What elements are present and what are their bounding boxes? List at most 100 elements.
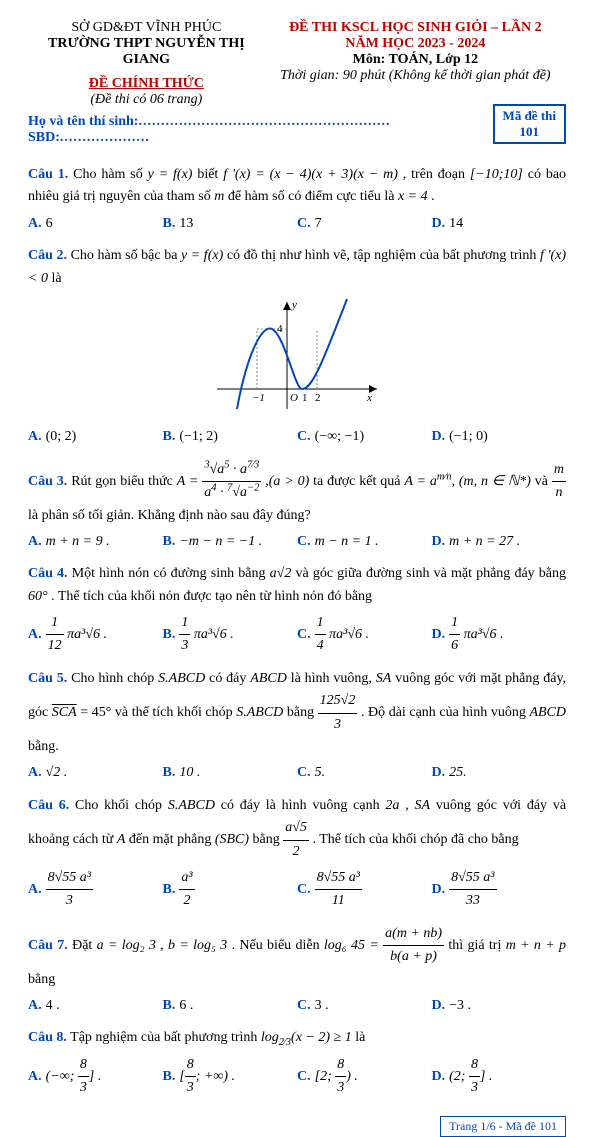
exam-code-box: Mã đề thi 101 [493,104,566,144]
q6-eq5: (SBC) [215,832,249,847]
exam-year: NĂM HỌC 2023 - 2024 [265,36,566,52]
q5-t2: có đáy [209,671,250,686]
q5-vol: 125√23 [318,690,358,736]
q2-optC: C.(−∞; −1) [297,426,432,448]
svg-text:4: 4 [277,323,283,335]
header-left: SỞ GD&ĐT VĨNH PHÚC TRƯỜNG THPT NGUYỄN TH… [28,20,265,108]
q5-D-val: 25. [449,765,467,780]
svg-text:x: x [366,392,372,404]
name-dots: ........................................… [138,114,390,129]
q1-optD: D.14 [432,213,567,235]
q5-options: A.√2 . B.10 . C.5. D.25. [28,762,566,784]
q4-t3: . Thể tích của khối nón được tạo nên từ … [51,589,372,604]
q5-angle: SCA [52,705,77,720]
subject: Môn: TOÁN, Lớp 12 [265,52,566,68]
q6-dist: a√52 [283,817,309,863]
svg-text:O: O [290,392,298,404]
q6-optB: B.a³2 [163,867,298,913]
q4-eq1: a√2 [270,566,292,581]
q1-C-val: 7 [315,216,322,231]
q1-t5: để hàm số có điểm cực tiểu là [228,189,398,204]
q1-optA: A.6 [28,213,163,235]
candidate-row: Họ và tên thí sinh:.....................… [28,114,566,152]
q5-eq1: S.ABCD [158,671,205,686]
q7-t5: bằng [28,972,55,987]
question-3: Câu 3. Rút gọn biểu thức A = 3√a5 · a7⁄3… [28,459,566,554]
q7-t2: , [160,938,168,953]
q1-eq3: [−10;10] [470,167,523,182]
q4-optB: B.13 πa³√6 . [163,612,298,658]
q6-t1: Cho khối chóp [75,798,168,813]
q7-B-val: 6 . [179,998,193,1013]
q5-t8: bằng. [28,739,59,754]
q8-t2: là [355,1030,365,1045]
q5-A-val: √2 . [46,765,68,780]
q5-eq2: ABCD [250,671,287,686]
q3-optA: A.m + n = 9 . [28,531,163,553]
q5-optD: D.25. [432,762,567,784]
code-value: 101 [503,124,556,140]
q8-optA: A.(−∞; 83] . [28,1054,163,1100]
pages-note: (Đề thi có 06 trang) [28,92,265,108]
q6-label: Câu 6. [28,798,69,813]
q1-t1: Cho hàm số [73,167,147,182]
q3-optB: B.−m − n = −1 . [163,531,298,553]
q5-t3: là hình vuông, [291,671,376,686]
q8-label: Câu 8. [28,1030,67,1045]
q6-eq4: A [117,832,126,847]
q4-t1: Một hình nón có đường sinh bằng [72,566,270,581]
q2-eq1: y = f(x) [181,248,223,263]
q2-optB: B.(−1; 2) [163,426,298,448]
q3-t2: ta được kết quả [313,474,404,489]
duration: Thời gian: 90 phút (Không kể thời gian p… [265,68,566,84]
q6-options: A.8√55 a³3 B.a³2 C.8√55 a³11 D.8√55 a³33 [28,867,566,913]
q2-label: Câu 2. [28,248,67,263]
q3-result: A = am⁄n, (m, n ∈ ℕ*) [404,474,531,489]
q2-t2: có đồ thị như hình vẽ, tập nghiệm của bấ… [227,248,540,263]
q1-eq2: f '(x) = (x − 4)(x + 3)(x − m) [223,167,398,182]
svg-text:1: 1 [302,392,308,404]
q5-optC: C.5. [297,762,432,784]
q2-optA: A.(0; 2) [28,426,163,448]
q3-t4: là phân số tối giản. Khẳng định nào sau … [28,508,311,523]
q1-optB: B.13 [163,213,298,235]
q7-eq2: b = log₅ 3 [168,938,227,953]
q1-D-val: 14 [449,216,463,231]
q1-eq1: y = f(x) [148,167,193,182]
q1-t2: biết [197,167,223,182]
q4-options: A.112 πa³√6 . B.13 πa³√6 . C.14 πa³√6 . … [28,612,566,658]
q8-optD: D.(2; 83] . [432,1054,567,1100]
q3-A-val: m + n = 9 . [46,534,110,549]
exam-title: ĐỀ THI KSCL HỌC SINH GIỎI – LẦN 2 [265,20,566,36]
q5-t5: và thể tích khối chóp [115,705,236,720]
q4-optD: D.16 πa³√6 . [432,612,567,658]
q2-t1: Cho hàm số bậc ba [71,248,181,263]
question-4: Câu 4. Một hình nón có đường sinh bằng a… [28,563,566,658]
q6-t5: đến mặt phẳng [129,832,215,847]
q6-t2: có đáy là hình vuông cạnh [221,798,386,813]
q8-options: A.(−∞; 83] . B.[83; +∞) . C.[2; 83) . D.… [28,1054,566,1100]
q8-t1: Tập nghiệm của bất phương trình [70,1030,261,1045]
q4-t2: và góc giữa đường sinh và mặt phẳng đáy … [295,566,566,581]
q1-t6: . [431,189,435,204]
question-8: Câu 8. Tập nghiệm của bất phương trình l… [28,1027,566,1099]
q7-eq1: a = log₂ 3 [97,938,156,953]
header-right: ĐỀ THI KSCL HỌC SINH GIỎI – LẦN 2 NĂM HỌ… [265,20,566,108]
q3-C-val: m − n = 1 . [315,534,379,549]
q3-mn: mn [552,459,566,505]
q5-sabcd: S.ABCD [236,705,283,720]
q6-eq2: 2a [385,798,399,813]
q3-expr: A = 3√a5 · a7⁄3a4 · 7√a−2 [177,474,265,489]
q6-optC: C.8√55 a³11 [297,867,432,913]
q6-t6: bằng [253,832,284,847]
q7-label: Câu 7. [28,938,68,953]
q1-options: A.6 B.13 C.7 D.14 [28,213,566,235]
q5-optA: A.√2 . [28,762,163,784]
q2-D-val: (−1; 0) [449,429,488,444]
q2-options: A.(0; 2) B.(−1; 2) C.(−∞; −1) D.(−1; 0) [28,426,566,448]
q6-optA: A.8√55 a³3 [28,867,163,913]
q1-A-val: 6 [46,216,53,231]
q4-optC: C.14 πa³√6 . [297,612,432,658]
q1-optC: C.7 [297,213,432,235]
q3-optD: D.m + n = 27 . [432,531,567,553]
